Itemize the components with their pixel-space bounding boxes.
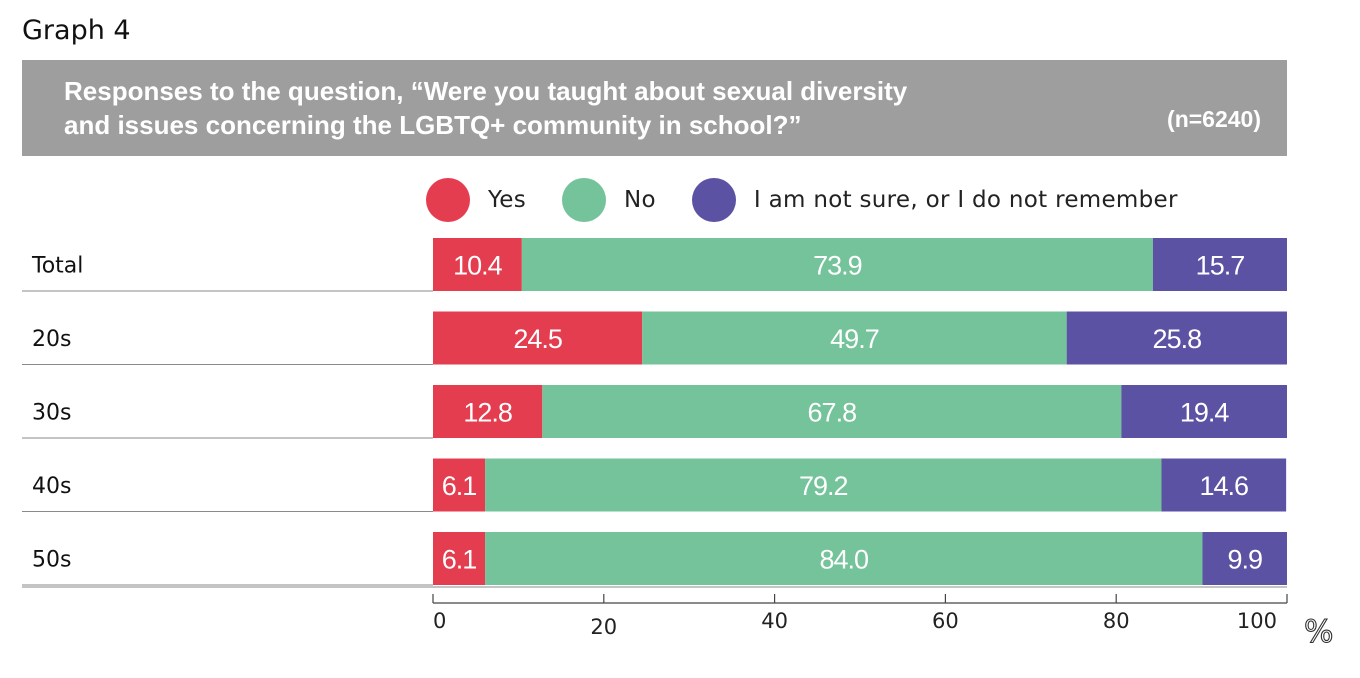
data-label-20s-not-sure: 25.8 — [1153, 324, 1202, 354]
legend-label-yes: Yes — [488, 187, 527, 213]
data-label-total-yes: 10.4 — [453, 251, 503, 281]
data-label-total-not-sure: 15.7 — [1196, 251, 1245, 281]
data-label-50s-no: 84.0 — [819, 545, 868, 575]
legend-item-not-sure: I am not sure, or I do not remember — [691, 178, 1178, 222]
x-tick-label-60: 60 — [932, 609, 959, 633]
data-label-20s-no: 49.7 — [830, 324, 879, 354]
graph-label: Graph 4 — [22, 15, 131, 46]
bar-segment-50s-yes — [433, 532, 486, 585]
bar-segment-total-not-sure — [1152, 238, 1287, 291]
data-label-50s-yes: 6.1 — [442, 545, 477, 575]
bar-segment-50s-no — [485, 532, 1203, 585]
data-label-30s-not-sure: 19.4 — [1180, 398, 1230, 428]
bar-segment-total-yes — [433, 238, 522, 291]
legend-label-no: No — [624, 187, 656, 213]
legend-item-yes: Yes — [426, 178, 526, 222]
x-axis-unit: % — [1304, 614, 1333, 650]
data-label-50s-not-sure: 9.9 — [1227, 545, 1262, 575]
x-tick-label-100: 100 — [1237, 609, 1277, 633]
x-tick-label-80: 80 — [1103, 609, 1130, 633]
bar-segment-50s-not-sure — [1202, 532, 1287, 585]
category-label-total: Total — [31, 254, 83, 279]
bar-segment-20s-no — [642, 311, 1067, 365]
category-label-40s: 40s — [32, 474, 71, 499]
data-label-30s-yes: 12.8 — [463, 398, 512, 428]
x-tick-label-40: 40 — [761, 609, 788, 633]
legend-swatch-yes — [426, 178, 470, 222]
data-label-30s-no: 67.8 — [808, 398, 857, 428]
bar-segment-30s-not-sure — [1121, 385, 1287, 438]
legend-swatch-no — [562, 178, 607, 222]
x-tick-label-0: 0 — [433, 609, 446, 633]
data-label-40s-yes: 6.1 — [442, 471, 477, 501]
legend-swatch-not-sure — [691, 178, 736, 222]
legend-item-no: No — [562, 178, 656, 222]
data-label-total-no: 73.9 — [813, 251, 862, 281]
bar-segment-30s-no — [542, 385, 1122, 438]
bar-segment-20s-yes — [433, 311, 643, 365]
bar-segment-total-no — [521, 238, 1153, 291]
bar-segment-20s-not-sure — [1066, 311, 1287, 365]
chart-legend: Yes No I am not sure, or I do not rememb… — [426, 176, 1198, 224]
data-label-20s-yes: 24.5 — [513, 324, 562, 354]
category-label-50s: 50s — [32, 548, 71, 573]
bar-segment-40s-no — [485, 458, 1162, 512]
bar-segment-30s-yes — [433, 385, 543, 438]
data-label-40s-no: 79.2 — [799, 471, 848, 501]
category-label-30s: 30s — [32, 401, 71, 426]
chart-title-line-2: and issues concerning the LGBTQ+ communi… — [64, 110, 802, 140]
chart-title: Responses to the question, “Were you tau… — [64, 74, 907, 142]
bar-segment-40s-not-sure — [1161, 458, 1287, 512]
sample-size: (n=6240) — [1167, 106, 1261, 132]
x-tick-label-20: 20 — [590, 615, 617, 639]
category-label-20s: 20s — [32, 327, 71, 352]
legend-label-not-sure: I am not sure, or I do not remember — [753, 187, 1178, 213]
chart-title-line-1: Responses to the question, “Were you tau… — [64, 76, 908, 106]
bar-segment-40s-yes — [433, 458, 486, 512]
title-banner: Responses to the question, “Were you tau… — [22, 60, 1287, 156]
data-label-40s-not-sure: 14.6 — [1200, 471, 1249, 501]
